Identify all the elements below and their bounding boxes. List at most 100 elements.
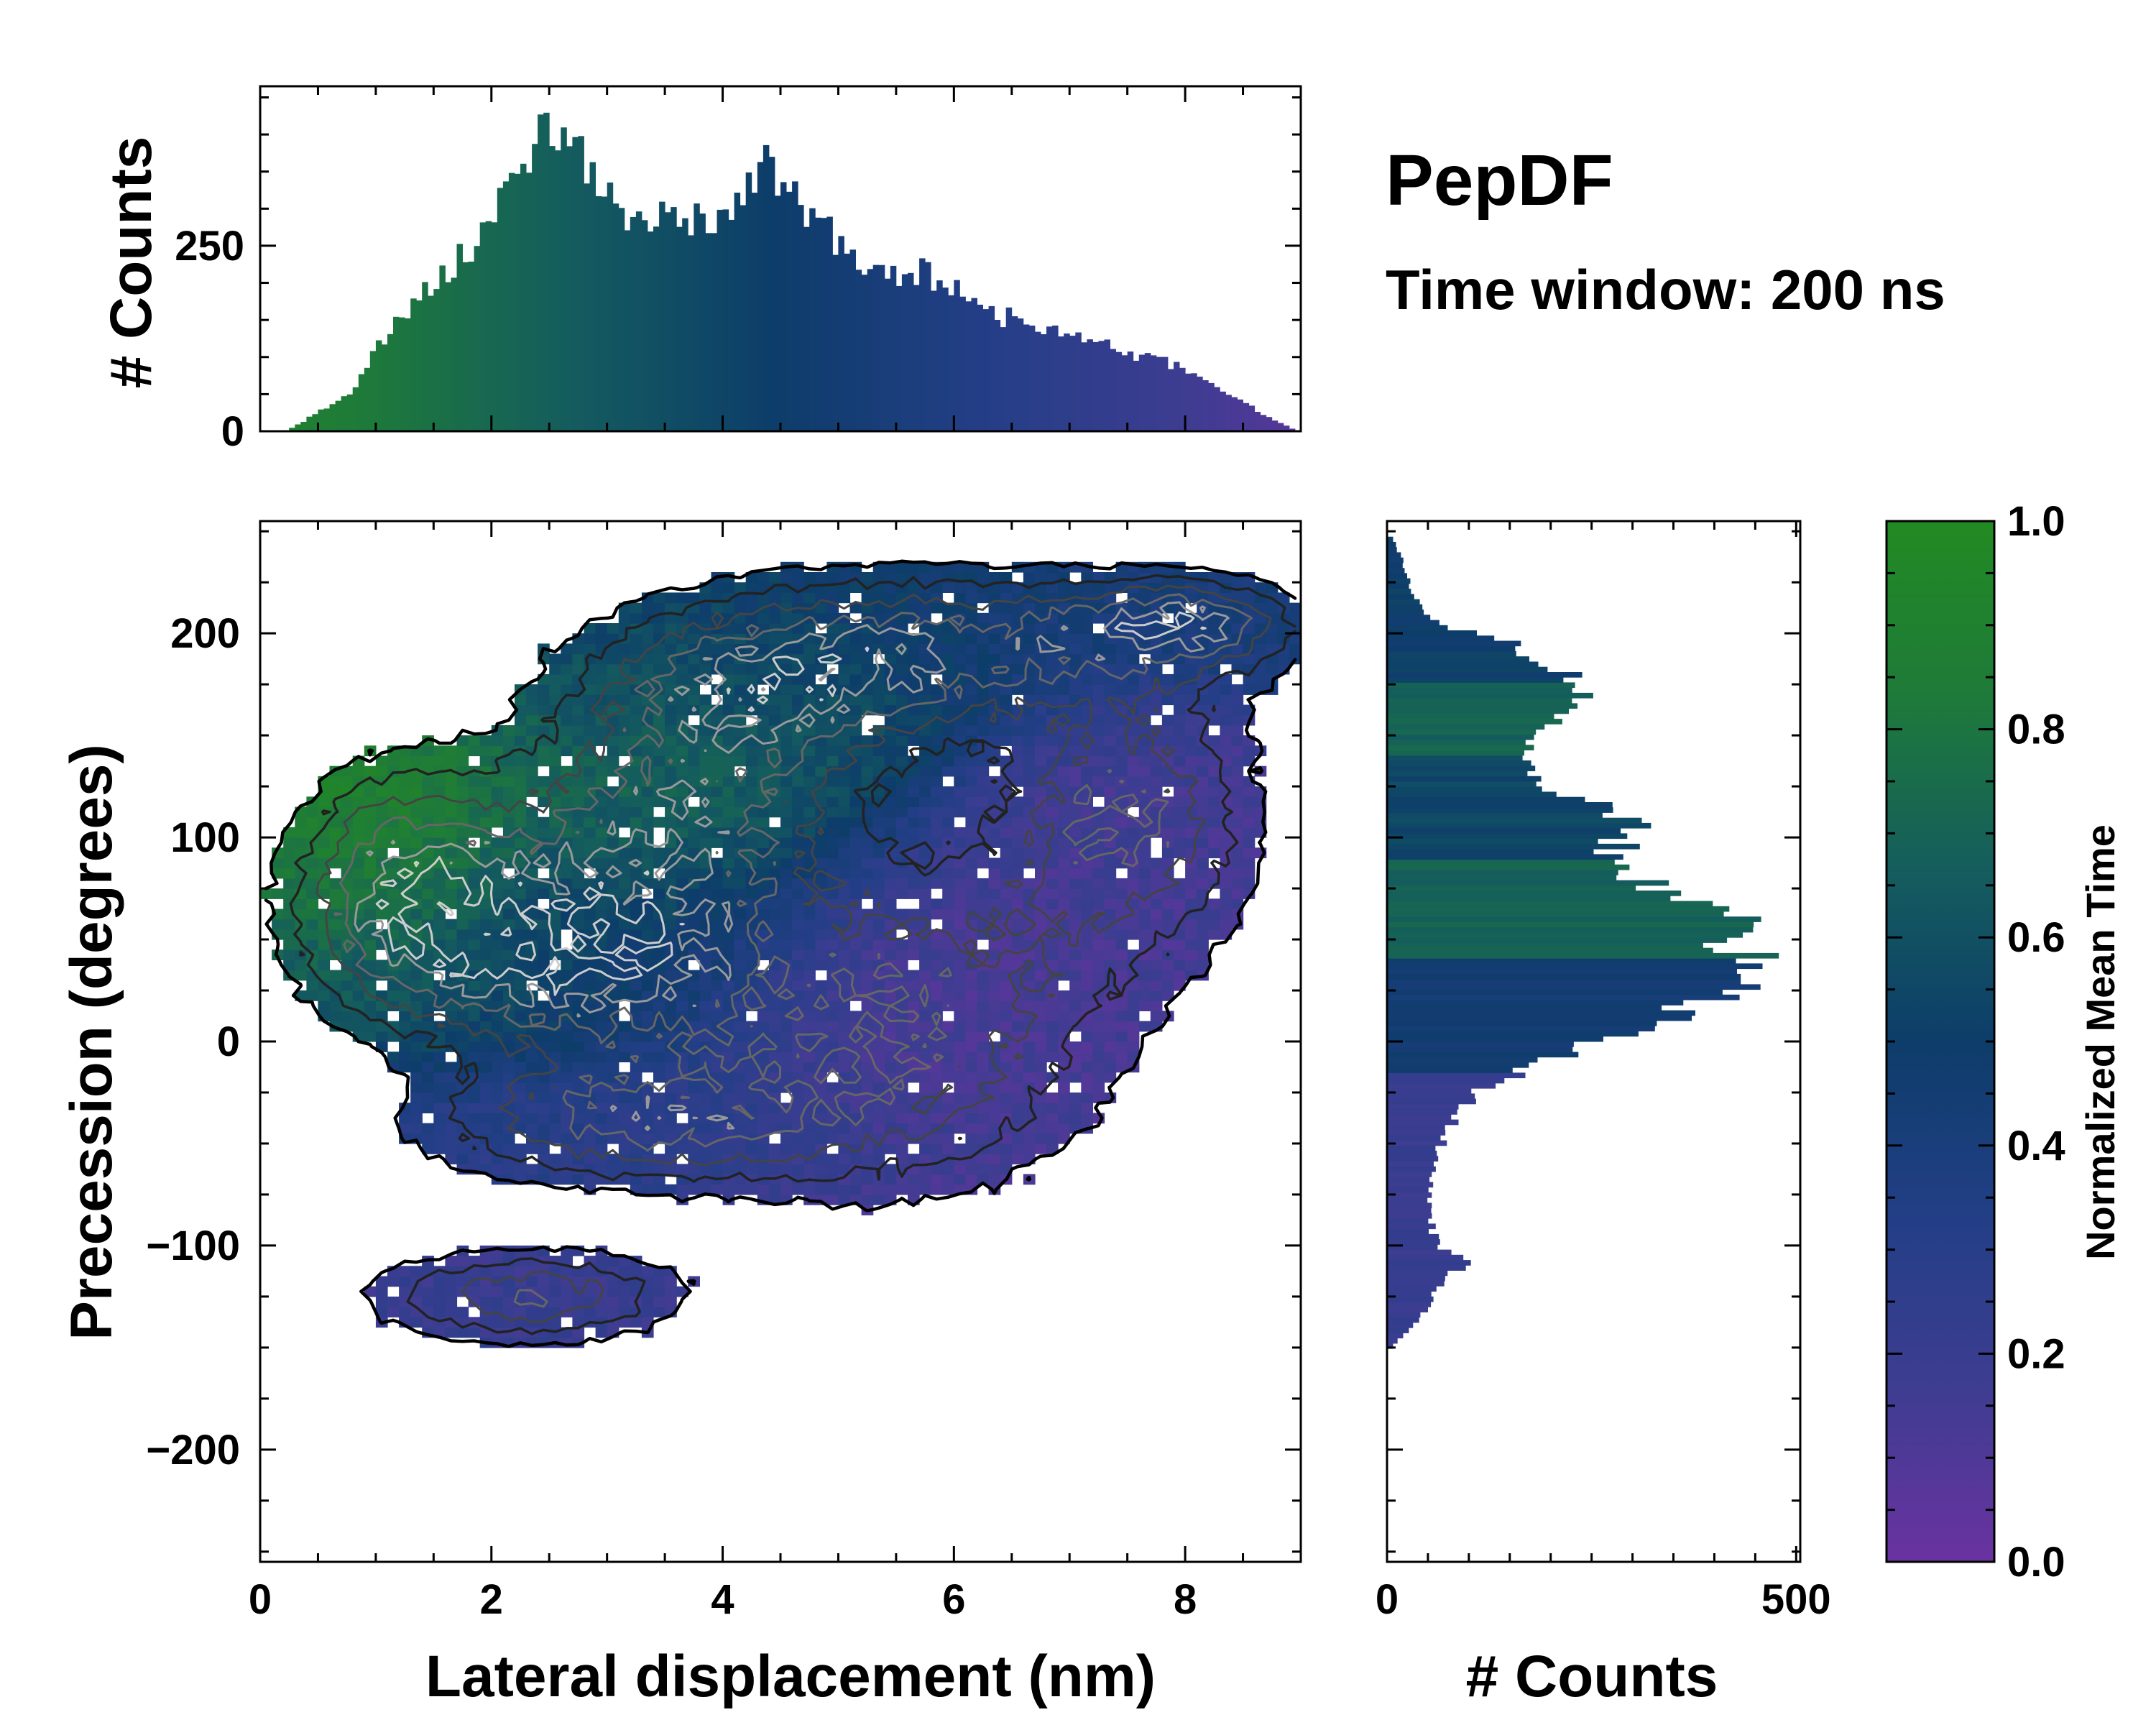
heatmap-cell	[745, 694, 758, 706]
heatmap-cell	[641, 1052, 654, 1062]
heatmap-cell	[1058, 1011, 1070, 1022]
top-histogram-bar	[699, 213, 706, 431]
heatmap-cell	[318, 868, 331, 879]
heatmap-cell	[965, 868, 978, 879]
heatmap-cell	[722, 786, 735, 797]
top-histogram-bar	[1277, 423, 1284, 431]
heatmap-cell	[815, 847, 827, 859]
heatmap-cell	[1069, 765, 1082, 777]
heatmap-cell	[1150, 898, 1163, 910]
heatmap-cell	[722, 1164, 735, 1175]
heatmap-cell	[468, 1041, 481, 1052]
top-histogram-bar	[1092, 341, 1099, 431]
heatmap-cell	[1104, 939, 1117, 950]
heatmap-cell	[942, 633, 954, 644]
top-histogram-bar	[1064, 334, 1070, 431]
heatmap-cell	[641, 663, 654, 675]
right-histogram-bar	[1387, 1166, 1436, 1172]
heatmap-cell	[792, 898, 804, 910]
heatmap-cell	[942, 868, 954, 879]
heatmap-cell	[272, 888, 284, 899]
top-histogram-bar	[671, 207, 677, 431]
heatmap-cell	[1150, 1011, 1163, 1022]
heatmap-cell	[1000, 653, 1013, 665]
heatmap-cell	[329, 929, 342, 940]
heatmap-cell	[538, 1286, 550, 1297]
heatmap-cell	[1092, 582, 1105, 593]
heatmap-cell	[653, 1296, 665, 1307]
heatmap-cell	[341, 837, 354, 848]
top-histogram-bar	[1098, 341, 1105, 431]
heatmap-cell	[1289, 602, 1301, 614]
heatmap-cell	[803, 1184, 816, 1195]
heatmap-cell	[549, 1041, 561, 1052]
heatmap-cell	[607, 684, 619, 695]
heatmap-cell	[768, 806, 781, 818]
heatmap-cell	[849, 673, 862, 685]
heatmap-cell	[1208, 919, 1220, 930]
heatmap-cell	[977, 786, 990, 797]
heatmap-cell	[491, 1103, 504, 1113]
heatmap-cell	[515, 1062, 527, 1073]
heatmap-cell	[977, 776, 990, 787]
heatmap-cell	[768, 1021, 781, 1032]
heatmap-cell	[919, 1082, 931, 1093]
heatmap-cell	[1185, 898, 1197, 910]
heatmap-cell	[618, 1092, 631, 1103]
heatmap-cell	[1161, 827, 1174, 838]
heatmap-cell	[1174, 970, 1186, 981]
heatmap-cell	[1115, 929, 1128, 940]
heatmap-cell	[1092, 949, 1105, 960]
heatmap-cell	[665, 1082, 677, 1093]
heatmap-cell	[711, 1092, 724, 1103]
heatmap-cell	[456, 1276, 469, 1287]
heatmap-cell	[1220, 868, 1233, 879]
heatmap-cell	[399, 1041, 411, 1052]
heatmap-cell	[1220, 837, 1233, 848]
heatmap-cell	[965, 1011, 978, 1022]
heatmap-cell	[988, 643, 1001, 655]
heatmap-cell	[1185, 735, 1197, 746]
heatmap-cell	[722, 816, 735, 828]
heatmap-cell	[908, 776, 920, 787]
heatmap-cell	[549, 949, 561, 960]
heatmap-cell	[549, 1174, 561, 1185]
heatmap-cell	[502, 919, 515, 930]
heatmap-cell	[757, 857, 770, 869]
heatmap-cell	[1104, 735, 1117, 746]
heatmap-cell	[1069, 612, 1082, 624]
heatmap-cell	[445, 755, 458, 767]
heatmap-cell	[584, 960, 596, 971]
heatmap-cell	[757, 663, 770, 675]
heatmap-cell	[688, 837, 700, 848]
heatmap-cell	[584, 776, 596, 787]
heatmap-cell	[803, 745, 816, 757]
heatmap-cell	[653, 684, 665, 695]
heatmap-cell	[1197, 796, 1209, 808]
heatmap-cell	[954, 776, 966, 787]
heatmap-cell	[329, 857, 342, 869]
heatmap-cell	[988, 684, 1001, 695]
heatmap-cell	[561, 714, 573, 726]
heatmap-cell	[792, 980, 804, 991]
heatmap-cell	[803, 949, 816, 960]
heatmap-cell	[942, 1072, 954, 1083]
top-histogram-bar	[341, 396, 348, 431]
heatmap-cell	[815, 714, 827, 726]
top-histogram-bar	[942, 288, 949, 431]
right-histogram-bar	[1387, 703, 1578, 709]
heatmap-cell	[502, 816, 515, 828]
heatmap-cell	[815, 837, 827, 848]
heatmap-cell	[1127, 735, 1140, 746]
heatmap-cell	[908, 786, 920, 797]
heatmap-cell	[595, 623, 608, 634]
heatmap-cell	[595, 1052, 608, 1062]
heatmap-cell	[1046, 1000, 1059, 1011]
heatmap-cell	[364, 929, 377, 940]
heatmap-cell	[445, 1123, 458, 1134]
heatmap-cell	[1069, 1000, 1082, 1011]
heatmap-cell	[618, 745, 631, 757]
heatmap-cell	[665, 623, 677, 634]
heatmap-cell	[1220, 735, 1233, 746]
heatmap-cell	[306, 980, 319, 991]
